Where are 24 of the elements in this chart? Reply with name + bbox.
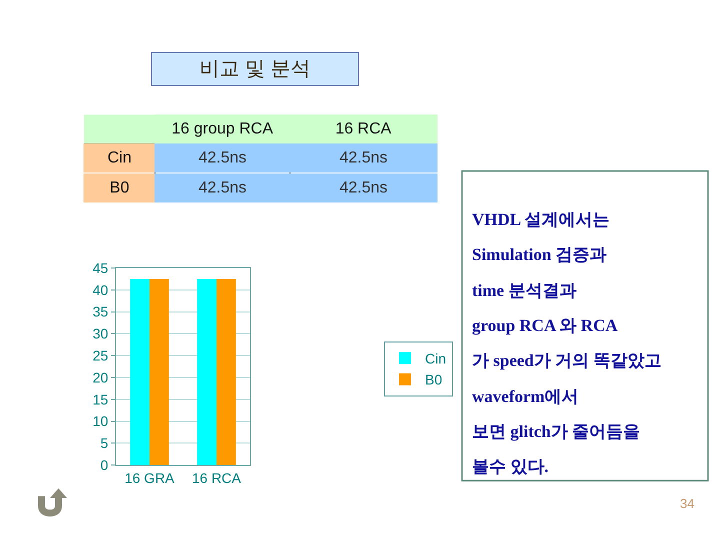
text: 16 RCA	[335, 120, 392, 138]
y-tick-label: 5	[100, 435, 108, 452]
y-tick-label: 40	[92, 282, 108, 298]
y-tick-label: 30	[92, 326, 108, 342]
y-tick-label: 20	[92, 369, 108, 386]
text: B0	[110, 180, 130, 196]
chart-title: 비교 및 분석	[199, 58, 311, 80]
y-tick-label: 10	[92, 413, 108, 430]
text: 34	[680, 496, 694, 511]
legend-label: Cin	[425, 350, 446, 367]
text: Cin	[107, 150, 132, 166]
text: 42.5ns	[198, 180, 247, 196]
text: 16 group RCA	[172, 120, 274, 138]
y-tick-label: 45	[92, 260, 108, 276]
text: 42.5ns	[198, 150, 247, 166]
y-tick-label: 15	[92, 391, 108, 408]
text: 42.5ns	[339, 150, 388, 166]
text: VHDL 설계에서는 Simulation 검증과 time 분석결과 group RCA 와 RCA 가 speed가 거의 똑같았고 waveform에서 보면 glitch가 줄어듬을 볼수 있다.	[472, 210, 662, 476]
text: 42.5ns	[339, 180, 388, 196]
y-tick-label: 0	[100, 456, 108, 473]
x-tick-label: 16 GRA	[124, 470, 176, 486]
y-tick-label: 25	[92, 348, 108, 364]
y-tick-label: 35	[92, 304, 108, 320]
legend-label: B0	[425, 372, 442, 388]
